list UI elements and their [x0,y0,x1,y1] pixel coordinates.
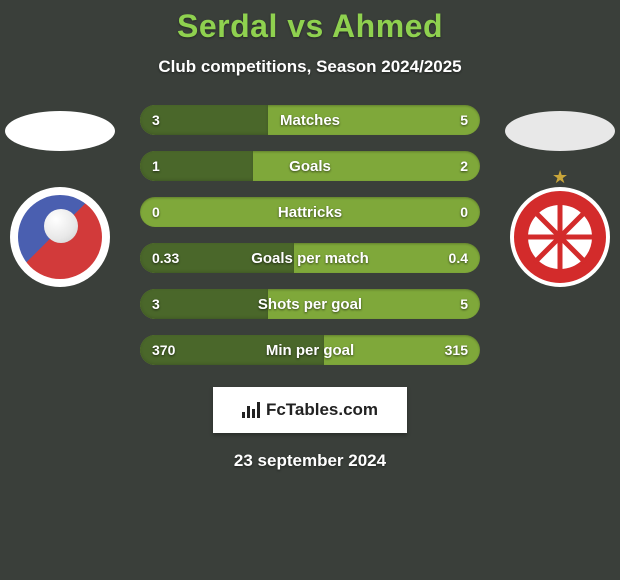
chart-icon [242,402,260,418]
footer-badge[interactable]: FcTables.com [213,387,407,433]
stat-label: Goals per match [140,243,480,273]
stat-row: 1Goals2 [140,151,480,181]
body-row: 3Matches5 1Goals2 0Hattricks0 0.33Goals per… [0,105,620,365]
left-player-column [0,105,120,287]
date-line: 23 september 2024 [234,451,386,471]
stat-label: Shots per goal [140,289,480,319]
left-club-badge [10,187,110,287]
stat-right-value: 315 [445,335,468,365]
stat-label: Goals [140,151,480,181]
page-title: Serdal vs Ahmed [177,8,443,45]
right-club-badge-wrapper: ★ [510,187,610,287]
subtitle: Club competitions, Season 2024/2025 [158,57,461,77]
right-player-silhouette [505,111,615,151]
stat-right-value: 0.4 [449,243,468,273]
stat-right-value: 2 [460,151,468,181]
stat-right-value: 0 [460,197,468,227]
stat-label: Hattricks [140,197,480,227]
stat-row: 0Hattricks0 [140,197,480,227]
stat-row: 370Min per goal315 [140,335,480,365]
container: Serdal vs Ahmed Club competitions, Seaso… [0,0,620,580]
stat-row: 3Shots per goal5 [140,289,480,319]
stat-label: Min per goal [140,335,480,365]
stat-row: 0.33Goals per match0.4 [140,243,480,273]
left-player-silhouette [5,111,115,151]
stats-bars: 3Matches5 1Goals2 0Hattricks0 0.33Goals per… [140,105,480,365]
star-icon: ★ [552,167,568,188]
footer-label: FcTables.com [266,400,378,420]
right-club-badge [510,187,610,287]
stat-label: Matches [140,105,480,135]
stat-right-value: 5 [460,105,468,135]
stat-row: 3Matches5 [140,105,480,135]
right-player-column: ★ [500,105,620,287]
stat-right-value: 5 [460,289,468,319]
